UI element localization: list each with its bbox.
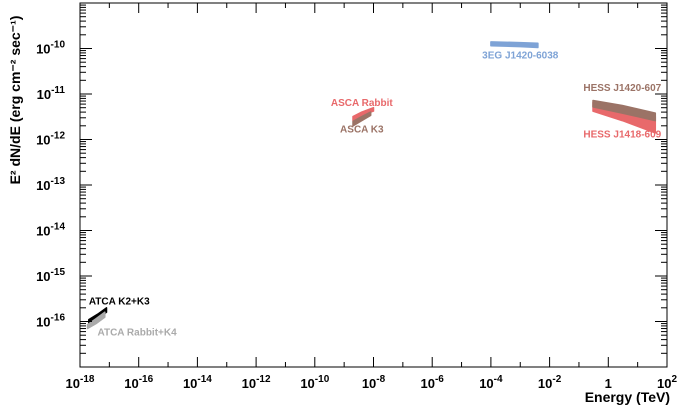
series-label-2: ASCA Rabbit — [331, 98, 394, 109]
y-tick-label: 10-16 — [36, 313, 65, 330]
y-axis-label: E² dN/dE (erg cm⁻² sec⁻¹) — [7, 16, 23, 185]
x-tick-label: 10-14 — [183, 374, 212, 391]
series-label-6: HESS J1420-607 — [583, 83, 661, 94]
y-tick-label: 10-11 — [37, 85, 66, 102]
x-tick-label: 10-8 — [362, 374, 386, 391]
series-label-3: ASCA K3 — [340, 125, 384, 136]
x-tick-label: 10-10 — [300, 374, 329, 391]
series-band-6 — [592, 99, 657, 122]
x-tick-label: 10-2 — [538, 374, 562, 391]
series-band-3 — [352, 111, 372, 127]
x-tick-label: 10-4 — [479, 374, 503, 391]
x-tick-label: 10-6 — [421, 374, 445, 391]
x-tick-label: 1 — [605, 376, 612, 391]
x-tick-label: 10-12 — [242, 374, 271, 391]
x-axis-label: Energy (TeV) — [585, 389, 670, 405]
series-label-0: ATCA K2+K3 — [89, 297, 150, 308]
axis-ticks — [79, 2, 668, 368]
x-tick-label: 10-18 — [66, 374, 95, 391]
x-tick-label: 10-16 — [124, 374, 153, 391]
series-label-1: ATCA Rabbit+K4 — [97, 328, 177, 339]
series-band-1 — [86, 311, 106, 330]
y-tick-label: 10-14 — [36, 222, 65, 239]
series-label-4: 3EG J1420-6038 — [482, 51, 559, 62]
series-labels: ATCA K2+K3 ATCA Rabbit+K4 ASCA Rabbit ASCA … — [89, 51, 662, 339]
y-tick-label: 10-10 — [36, 40, 65, 57]
axis-tick-labels: 10-18 10-16 10-14 10-12 10-10 10-8 10-6 10-4 10-… — [36, 40, 677, 392]
y-tick-label: 10-13 — [36, 176, 65, 193]
series-label-5: HESS J1418-609 — [583, 129, 661, 140]
y-tick-label: 10-15 — [36, 267, 65, 284]
series-band-4 — [490, 41, 539, 49]
data-bands — [86, 41, 657, 330]
x-tick-label: 102 — [657, 374, 677, 391]
y-tick-label: 10-12 — [36, 131, 65, 148]
